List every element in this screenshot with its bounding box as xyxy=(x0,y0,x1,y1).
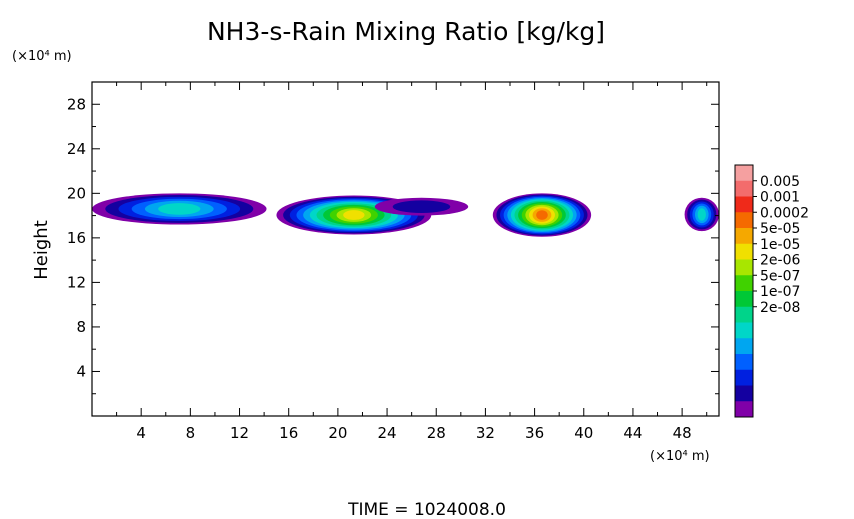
x-tick-label: 12 xyxy=(230,424,249,442)
heatmap-contour xyxy=(536,210,548,220)
x-tick-label: 4 xyxy=(136,424,146,442)
x-tick-label: 44 xyxy=(623,424,642,442)
colorbar-swatch xyxy=(735,243,753,260)
colorbar-swatch xyxy=(735,228,753,245)
colorbar-swatch xyxy=(735,306,753,323)
colorbar-swatch xyxy=(735,291,753,308)
x-tick-label: 28 xyxy=(427,424,446,442)
heatmap-contour xyxy=(392,200,451,214)
y-axis-label: Height xyxy=(31,220,52,280)
colorbar-label: 0.0002 xyxy=(760,205,809,221)
y-tick-label: 28 xyxy=(67,95,86,113)
chart-title: NH3-s-Rain Mixing Ratio [kg/kg] xyxy=(207,17,605,46)
x-tick-label: 36 xyxy=(525,424,544,442)
x-tick-label: 8 xyxy=(186,424,196,442)
colorbar-swatch xyxy=(735,385,753,402)
heatmap-contour xyxy=(158,203,201,215)
colorbar-swatch xyxy=(735,401,753,418)
y-tick-label: 16 xyxy=(67,229,86,247)
y-axis-unit: (×10⁴ m) xyxy=(12,49,72,64)
heatmap-contour xyxy=(697,208,706,221)
colorbar-swatch xyxy=(735,180,753,197)
heatmap-contour xyxy=(343,210,365,220)
x-axis-unit: (×10⁴ m) xyxy=(650,449,710,464)
colorbar-swatch xyxy=(735,322,753,339)
colorbar-label: 5e-07 xyxy=(760,268,800,284)
y-tick-label: 4 xyxy=(76,362,86,380)
y-tick-label: 24 xyxy=(67,140,86,158)
plot-frame xyxy=(91,81,720,417)
colorbar-swatch xyxy=(735,259,753,276)
y-tick-label: 20 xyxy=(67,184,86,202)
x-tick-label: 20 xyxy=(328,424,347,442)
x-axis-ticks: 4 8 12 16 20 24 28 32 36 40 44 48 xyxy=(116,82,708,442)
colorbar-swatch xyxy=(735,338,753,355)
x-tick-label: 48 xyxy=(673,424,692,442)
colorbar-swatch xyxy=(735,165,753,182)
x-tick-label: 24 xyxy=(378,424,397,442)
colorbar-label: 5e-05 xyxy=(760,221,800,237)
colorbar-label: 2e-08 xyxy=(760,300,800,316)
y-tick-label: 8 xyxy=(76,318,86,336)
x-tick-label: 40 xyxy=(574,424,593,442)
plot-area xyxy=(92,193,719,237)
y-tick-label: 12 xyxy=(67,273,86,291)
colorbar-swatch xyxy=(735,354,753,371)
x-tick-label: 32 xyxy=(476,424,495,442)
colorbar-label: 2e-06 xyxy=(760,253,800,269)
colorbar-swatch xyxy=(735,212,753,229)
colorbar-label: 0.001 xyxy=(760,190,800,206)
colorbar-label: 1e-05 xyxy=(760,237,800,253)
colorbar-label: 0.005 xyxy=(760,174,800,190)
colorbar-swatch xyxy=(735,196,753,213)
y-axis-ticks: 4 8 12 16 20 24 28 xyxy=(67,95,719,395)
colorbar: 0.0050.0010.00025e-051e-052e-065e-071e-0… xyxy=(734,164,809,418)
x-tick-label: 16 xyxy=(279,424,298,442)
colorbar-swatch xyxy=(735,275,753,292)
colorbar-swatch xyxy=(735,369,753,386)
colorbar-label: 1e-07 xyxy=(760,284,800,300)
footer-time: TIME = 1024008.0 xyxy=(347,500,506,519)
